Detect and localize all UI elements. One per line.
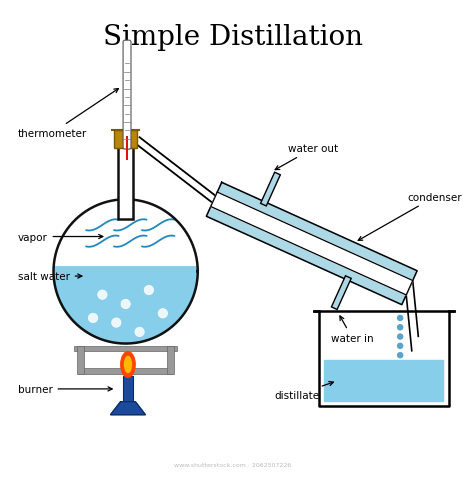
Bar — [126, 137, 128, 161]
Circle shape — [112, 318, 121, 327]
Polygon shape — [110, 402, 146, 415]
Polygon shape — [206, 183, 417, 305]
Circle shape — [89, 314, 98, 323]
FancyBboxPatch shape — [123, 41, 131, 150]
Text: salt water: salt water — [18, 271, 82, 282]
Circle shape — [121, 300, 130, 309]
Polygon shape — [324, 360, 443, 401]
Bar — [77, 346, 84, 374]
Bar — [167, 346, 174, 374]
Circle shape — [397, 315, 403, 322]
Circle shape — [144, 286, 154, 295]
Text: vapor: vapor — [18, 232, 103, 242]
Circle shape — [397, 343, 403, 349]
Circle shape — [397, 325, 403, 331]
Text: condenser: condenser — [358, 193, 462, 241]
Text: distillate: distillate — [274, 382, 333, 400]
Circle shape — [158, 309, 167, 318]
Polygon shape — [54, 267, 198, 344]
Text: burner: burner — [18, 384, 112, 394]
Bar — [123, 376, 133, 402]
Text: water out: water out — [275, 144, 338, 170]
Text: Simple Distillation: Simple Distillation — [103, 24, 363, 51]
Circle shape — [98, 290, 107, 300]
Circle shape — [397, 352, 403, 359]
Bar — [79, 368, 172, 374]
Bar — [114, 131, 137, 149]
Text: water in: water in — [331, 316, 374, 343]
Bar — [74, 346, 177, 352]
Text: thermometer: thermometer — [18, 89, 118, 139]
Circle shape — [135, 327, 144, 337]
Polygon shape — [211, 193, 413, 295]
Circle shape — [397, 334, 403, 340]
Bar — [118, 146, 133, 220]
Text: www.shutterstock.com · 2062507226: www.shutterstock.com · 2062507226 — [174, 462, 291, 467]
Ellipse shape — [124, 356, 132, 373]
Ellipse shape — [120, 351, 136, 378]
